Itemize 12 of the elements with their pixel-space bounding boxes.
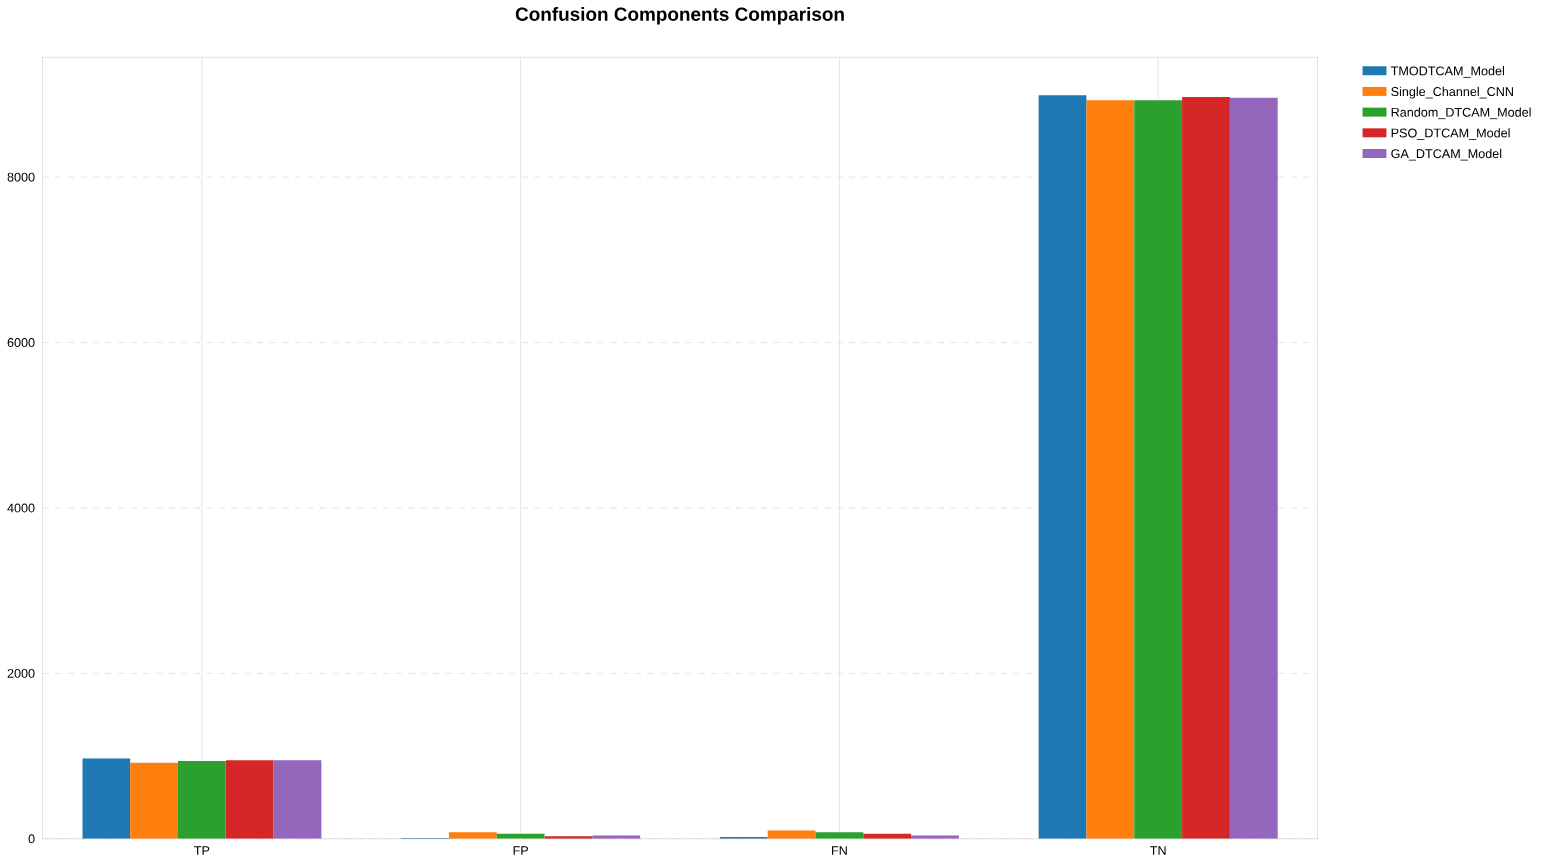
chart-title: Confusion Components Comparison [515,7,844,25]
bar [82,758,131,839]
bar [1229,97,1278,839]
bar [448,832,497,839]
bar [1038,95,1087,839]
bar [273,760,322,839]
bar [1086,100,1135,839]
bar [1134,100,1183,839]
bar [1182,97,1230,839]
bar [130,762,178,839]
bar [225,760,274,839]
bar [177,761,226,839]
